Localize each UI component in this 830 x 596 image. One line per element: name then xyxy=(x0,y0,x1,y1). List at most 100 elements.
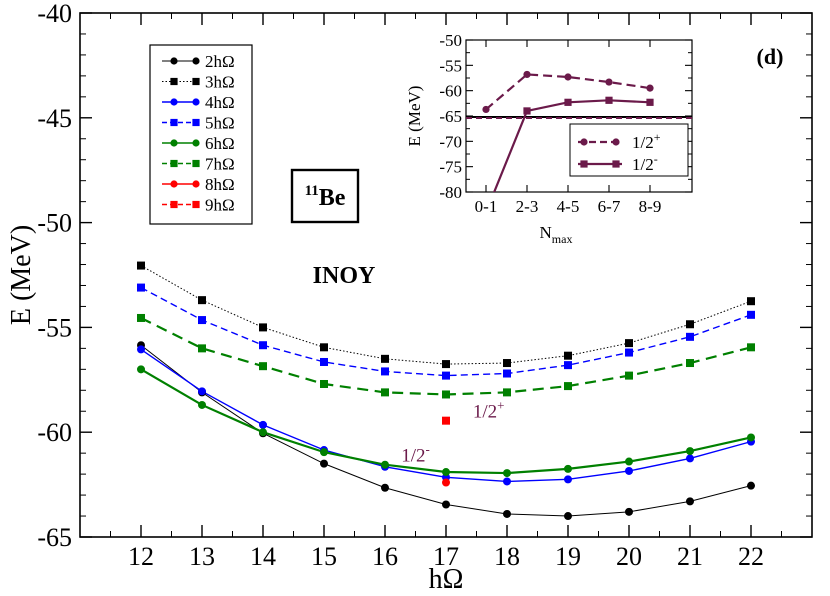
point-3h xyxy=(503,359,511,368)
nucleus-mass-number: 11 xyxy=(305,183,319,199)
inset-legend-box xyxy=(569,123,689,177)
x-tick-label: 13 xyxy=(189,542,215,571)
y-tick-label: -40 xyxy=(37,0,72,28)
nucleus-label-box xyxy=(290,168,360,224)
point-7h xyxy=(320,379,328,388)
inset-legend-marker-plus xyxy=(612,138,620,146)
inset-legend-marker-minus xyxy=(580,160,588,168)
point-6h xyxy=(564,464,572,473)
point-7h xyxy=(747,343,755,352)
y-tick-label: -50 xyxy=(37,209,72,238)
series-line-5h xyxy=(140,286,752,377)
point-2h xyxy=(686,497,694,506)
inset-y-tick-label: -60 xyxy=(439,82,462,101)
point-2h xyxy=(320,459,328,468)
point-4h xyxy=(503,477,511,486)
point-5h xyxy=(625,348,633,357)
inset-legend-label-minus: 1/2- xyxy=(632,152,658,174)
point-2h xyxy=(625,507,633,516)
legend-marker-6h xyxy=(170,139,178,147)
inset-point-minus xyxy=(605,96,613,104)
inset-legend-label-base: 1/2 xyxy=(632,133,654,152)
inset-series-line-plus xyxy=(485,73,651,111)
legend-marker-4h xyxy=(170,98,178,106)
inset-point-minus xyxy=(523,107,531,115)
legend-label-9h: 9hΩ xyxy=(205,196,235,215)
series-line-3h xyxy=(140,265,752,365)
point-2h xyxy=(442,500,450,509)
point-6h xyxy=(198,400,206,409)
inset-y-tick-label: -80 xyxy=(439,183,462,202)
inset-legend-label-base: 1/2 xyxy=(632,155,654,174)
legend-marker-8h xyxy=(192,180,200,188)
point-7h xyxy=(625,371,633,380)
point-3h xyxy=(442,360,450,369)
y-tick-label: -65 xyxy=(37,523,72,552)
x-tick-label: 18 xyxy=(494,542,520,571)
inset-x-tick-label: 4-5 xyxy=(557,197,580,216)
point-6h xyxy=(259,428,267,437)
point-4h xyxy=(198,387,206,396)
main-series-markers xyxy=(137,261,755,521)
inset-point-minus xyxy=(564,98,572,106)
inset-legend-marker-plus xyxy=(580,138,588,146)
x-tick-label: 19 xyxy=(555,542,581,571)
point-3h xyxy=(747,297,755,306)
point-5h xyxy=(442,371,450,380)
point-4h xyxy=(564,475,572,484)
inset-x-axis-label: Nmax xyxy=(540,223,573,246)
point-5h xyxy=(320,357,328,366)
point-2h xyxy=(381,483,389,492)
inset-legend-label-parity: + xyxy=(654,130,661,144)
point-5h xyxy=(747,310,755,319)
inset-y-tick-label: -70 xyxy=(439,132,462,151)
panel-label: (d) xyxy=(757,44,784,69)
point-6h xyxy=(137,365,145,374)
legend-marker-3h xyxy=(170,77,178,86)
inset-legend-label-plus: 1/2+ xyxy=(632,130,661,152)
inset-legend: 1/2+1/2- xyxy=(578,130,661,174)
inset-point-plus xyxy=(482,105,490,114)
inset-legend-label-parity: - xyxy=(654,152,658,166)
point-3h xyxy=(686,320,694,329)
inset-x-tick-label: 2-3 xyxy=(516,197,539,216)
legend-label-5h: 5hΩ xyxy=(205,114,235,133)
series-line-2h xyxy=(140,344,752,517)
nucleus-label: 11Be xyxy=(305,183,346,211)
inset-point-plus xyxy=(605,78,613,86)
point-7h xyxy=(564,382,572,391)
legend-marker-2h xyxy=(192,57,200,65)
inset-x-axis-label-main: N xyxy=(540,223,552,242)
point-4h xyxy=(259,420,267,429)
main-axis-ticks: -65 -60 -55 -50 -45 -40 12 13 14 15 16 17 18 19 20 21 22 xyxy=(37,0,813,571)
point-3h xyxy=(137,261,145,270)
point-4h xyxy=(625,466,633,475)
annotations: 1/2+1/2- xyxy=(401,398,504,467)
inset-y-tick-label: -75 xyxy=(439,158,462,177)
inset-x-axis-label-sub: max xyxy=(552,232,573,246)
point-5h xyxy=(381,367,389,376)
point-3h xyxy=(259,323,267,332)
point-6h xyxy=(747,433,755,442)
y-tick-label: -55 xyxy=(37,313,72,342)
point-7h xyxy=(686,359,694,368)
inset-legend-marker-minus xyxy=(612,160,620,168)
state-annotation: 1/2+ xyxy=(473,398,505,423)
point-2h xyxy=(564,512,572,521)
x-tick-label: 17 xyxy=(433,542,459,571)
point-3h xyxy=(564,351,572,360)
point-7h xyxy=(137,313,145,322)
inset-y-tick-label: -55 xyxy=(439,56,462,75)
point-3h xyxy=(198,296,206,305)
inset-reference-lines xyxy=(466,116,692,120)
x-tick-label: 15 xyxy=(311,542,337,571)
point-2h xyxy=(747,481,755,490)
point-5h xyxy=(503,369,511,378)
legend-marker-6h xyxy=(192,139,200,147)
legend-label-7h: 7hΩ xyxy=(205,155,235,174)
inset-y-axis-label: E (MeV) xyxy=(405,86,424,147)
y-axis-label: E (MeV) xyxy=(6,225,37,325)
point-7h xyxy=(259,362,267,371)
state-annotation-parity: - xyxy=(425,442,429,457)
